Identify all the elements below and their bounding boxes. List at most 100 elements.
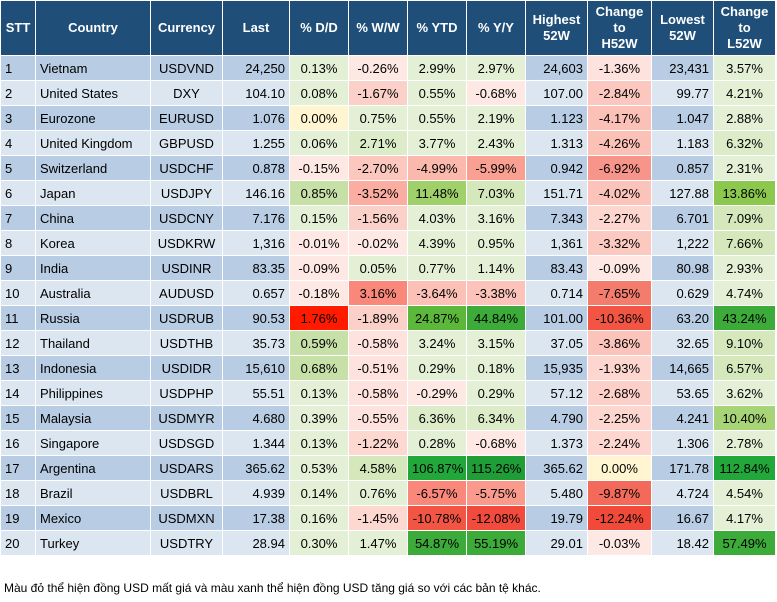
table-cell: 2.93% [713, 255, 776, 281]
table-cell: 83.35 [222, 255, 290, 281]
table-cell: 0.14% [289, 480, 349, 506]
table-cell: 5 [0, 155, 36, 181]
column-header[interactable]: Last [222, 0, 290, 56]
table-cell: 365.62 [525, 455, 588, 481]
table-cell: 1.76% [289, 305, 349, 331]
table-cell: 0.95% [466, 230, 526, 256]
table-cell: 99.77 [651, 80, 714, 106]
table-cell: Brazil [35, 480, 151, 506]
table-cell: 2.97% [466, 55, 526, 81]
table-row: 5 Switzerland USDCHF 0.878 -0.15% -2.70% -4.99… [0, 155, 776, 181]
table-cell: 4.21% [713, 80, 776, 106]
table-cell: -0.01% [289, 230, 349, 256]
table-cell: -0.15% [289, 155, 349, 181]
table-cell: 0.30% [289, 530, 349, 556]
column-header[interactable]: % YTD [407, 0, 467, 56]
table-cell: 0.75% [348, 105, 408, 131]
table-cell: -3.38% [466, 280, 526, 306]
table-cell: 53.65 [651, 380, 714, 406]
table-cell: GBPUSD [150, 130, 223, 156]
table-cell: 4.58% [348, 455, 408, 481]
table-body: 1 Vietnam USDVND 24,250 0.13% -0.26% 2.99% 2.97… [0, 55, 776, 556]
table-cell: Malaysia [35, 405, 151, 431]
table-cell: 0.05% [348, 255, 408, 281]
column-header[interactable]: Lowest 52W [651, 0, 714, 56]
table-cell: 1,361 [525, 230, 588, 256]
table-cell: USDIDR [150, 355, 223, 381]
column-header[interactable]: STT [0, 0, 36, 56]
table-cell: 37.05 [525, 330, 588, 356]
table-cell: Philippines [35, 380, 151, 406]
table-cell: 5.480 [525, 480, 588, 506]
table-cell: 3 [0, 105, 36, 131]
table-row: 13 Indonesia USDIDR 15,610 0.68% -0.51% 0.29% 0… [0, 355, 776, 381]
table-cell: 1,316 [222, 230, 290, 256]
table-cell: 10 [0, 280, 36, 306]
table-row: 19 Mexico USDMXN 17.38 0.16% -1.45% -10.78% -12… [0, 505, 776, 531]
table-row: 3 Eurozone EURUSD 1.076 0.00% 0.75% 0.55% 2.19%… [0, 105, 776, 131]
table-cell: 1.183 [651, 130, 714, 156]
table-cell: 0.857 [651, 155, 714, 181]
table-cell: 0.55% [407, 80, 467, 106]
table-cell: -0.09% [587, 255, 652, 281]
table-cell: 127.88 [651, 180, 714, 206]
table-cell: 101.00 [525, 305, 588, 331]
table-cell: 6.36% [407, 405, 467, 431]
column-header[interactable]: Highest 52W [525, 0, 588, 56]
column-header[interactable]: % Y/Y [466, 0, 526, 56]
table-cell: 19.79 [525, 505, 588, 531]
table-cell: 7 [0, 205, 36, 231]
header-row: STT Country Currency Last% D/D% W/W% YTD% Y… [0, 0, 776, 56]
table-cell: 7.66% [713, 230, 776, 256]
table-cell: 6.34% [466, 405, 526, 431]
table-cell: 55.51 [222, 380, 290, 406]
table-cell: -1.93% [587, 355, 652, 381]
table-cell: 0.76% [348, 480, 408, 506]
table-cell: 14 [0, 380, 36, 406]
currency-table: STT Country Currency Last% D/D% W/W% YTD% Y… [0, 0, 776, 556]
table-cell: USDCHF [150, 155, 223, 181]
table-cell: 32.65 [651, 330, 714, 356]
table-cell: USDVND [150, 55, 223, 81]
column-header[interactable]: Country [35, 0, 151, 56]
table-cell: -5.99% [466, 155, 526, 181]
table-row: 17 Argentina USDARS 365.62 0.53% 4.58% 106.87%… [0, 455, 776, 481]
table-cell: 0.39% [289, 405, 349, 431]
table-row: 18 Brazil USDBRL 4.939 0.14% 0.76% -6.57% -5.75… [0, 480, 776, 506]
column-header[interactable]: Currency [150, 0, 223, 56]
column-header[interactable]: Change to H52W [587, 0, 652, 56]
table-cell: 1.373 [525, 430, 588, 456]
column-header[interactable]: Change to L52W [713, 0, 776, 56]
table-cell: 0.06% [289, 130, 349, 156]
table-cell: 0.55% [407, 105, 467, 131]
column-header[interactable]: % W/W [348, 0, 408, 56]
table-cell: Switzerland [35, 155, 151, 181]
table-cell: AUDUSD [150, 280, 223, 306]
table-cell: 35.73 [222, 330, 290, 356]
table-cell: -0.58% [348, 330, 408, 356]
table-cell: -0.58% [348, 380, 408, 406]
table-cell: -0.29% [407, 380, 467, 406]
table-cell: USDCNY [150, 205, 223, 231]
table-cell: 2.43% [466, 130, 526, 156]
table-cell: 0.53% [289, 455, 349, 481]
table-cell: 1.14% [466, 255, 526, 281]
table-cell: Korea [35, 230, 151, 256]
footnote: Màu đỏ thể hiện đồng USD mất giá và màu … [4, 581, 541, 595]
table-row: 9 India USDINR 83.35 -0.09% 0.05% 0.77% 1.14% 83… [0, 255, 776, 281]
table-cell: USDRUB [150, 305, 223, 331]
table-cell: 17.38 [222, 505, 290, 531]
table-cell: -7.65% [587, 280, 652, 306]
table-cell: 16 [0, 430, 36, 456]
table-cell: Australia [35, 280, 151, 306]
table-cell: 3.57% [713, 55, 776, 81]
table-cell: 1.344 [222, 430, 290, 456]
table-cell: 1 [0, 55, 36, 81]
table-cell: 7.343 [525, 205, 588, 231]
table-cell: -4.26% [587, 130, 652, 156]
table-cell: 4.241 [651, 405, 714, 431]
table-cell: 1.255 [222, 130, 290, 156]
column-header[interactable]: % D/D [289, 0, 349, 56]
table-cell: USDMXN [150, 505, 223, 531]
table-cell: 112.84% [713, 455, 776, 481]
